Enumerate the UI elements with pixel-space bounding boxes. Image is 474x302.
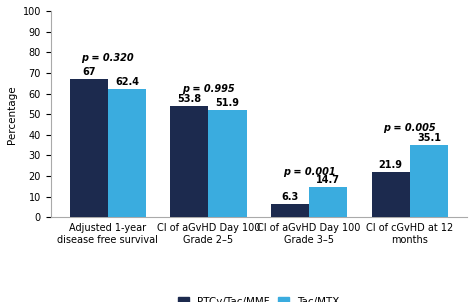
Text: 21.9: 21.9 <box>379 160 403 170</box>
Bar <box>170 106 209 217</box>
Text: p = 0.005: p = 0.005 <box>383 123 436 133</box>
Y-axis label: Percentage: Percentage <box>7 85 17 143</box>
Legend: PTCy/Tac/MMF, Tac/MTX: PTCy/Tac/MMF, Tac/MTX <box>174 293 343 302</box>
Bar <box>410 145 448 217</box>
Text: p = 0.001: p = 0.001 <box>283 167 336 177</box>
Text: 51.9: 51.9 <box>216 98 240 108</box>
Text: 53.8: 53.8 <box>177 94 201 104</box>
Bar <box>271 204 309 217</box>
Text: p = 0.995: p = 0.995 <box>182 84 235 94</box>
Text: 62.4: 62.4 <box>115 76 139 86</box>
Bar <box>209 110 247 217</box>
Bar <box>108 88 146 217</box>
Bar <box>372 172 410 217</box>
Text: p = 0.320: p = 0.320 <box>82 53 134 63</box>
Bar <box>70 79 108 217</box>
Text: 14.7: 14.7 <box>316 175 340 185</box>
Text: 67: 67 <box>82 67 95 77</box>
Text: 35.1: 35.1 <box>417 133 441 143</box>
Bar <box>309 187 347 217</box>
Text: 6.3: 6.3 <box>282 192 299 202</box>
